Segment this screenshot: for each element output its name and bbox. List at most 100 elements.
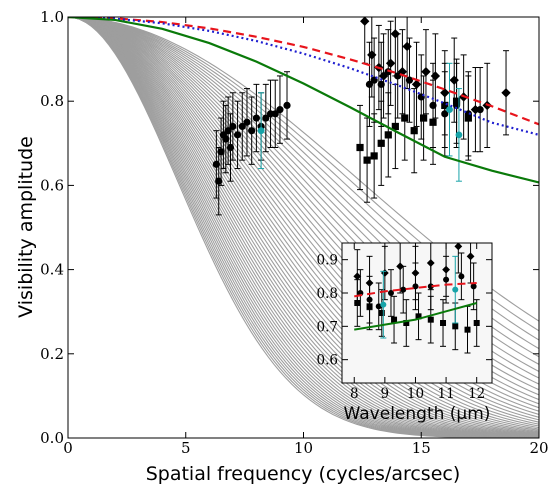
main-y-tick-label: 1.0 [40,8,64,26]
main-point-circle-7 [229,92,237,161]
inset-point-square-6 [427,295,434,344]
main-point-circle-marker [224,127,232,135]
inset-point-square-marker [452,323,459,330]
main-point-cyan-marker [446,106,453,114]
model-curve-37 [68,17,539,438]
model-curve-33 [68,17,539,438]
main-x-tick-label: 15 [412,439,431,457]
inset-point-diamond-1 [365,255,374,311]
inset-point-diamond-5 [426,243,435,291]
inset-point-square-marker [440,320,447,326]
inset-point-circle-0 [357,269,364,317]
inset-y-tick-label: 0.9 [317,253,338,269]
inset-x-tick-label: 8 [350,386,359,402]
inset-point-square-marker [403,320,410,326]
main-point-square-marker [410,127,418,135]
main-point-diamond-4 [385,20,396,106]
main-point-diamond-16 [501,50,511,136]
main-point-circle-marker [248,127,256,135]
inset-point-square-5 [415,292,422,341]
inset-point-diamond-marker [411,269,420,277]
main-point-circle-12 [252,83,260,153]
main-point-cyan-1 [446,62,453,157]
inset-series-line-dashed [354,282,477,298]
main-point-diamond-marker [397,67,408,77]
main-point-diamond-marker [421,67,431,77]
main-point-square-marker [401,114,409,122]
inset-y-tick-label: 0.8 [317,286,338,302]
main-point-diamond-marker [411,79,422,90]
main-point-circle-marker [476,106,484,114]
main-point-circle-marker [276,106,284,114]
model-curve-17 [68,17,539,421]
model-curve-18 [68,17,539,423]
model-curve-30 [68,17,539,437]
inset-x-tick-label: 9 [381,386,390,402]
inset-x-tick-label: 10 [407,386,424,402]
main-point-circle-17 [276,75,284,144]
main-point-diamond-marker [449,75,459,85]
main-point-diamond-8 [411,41,422,127]
main-point-square-marker [464,114,472,122]
main-x-axis-label: Spatial frequency (cycles/arcsec) [146,463,461,485]
inset-x-tick-label: 11 [437,386,454,402]
model-curve-28 [68,17,539,436]
main-point-cyan-0 [257,92,265,170]
main-point-circle-marker [215,177,223,185]
model-curve-38 [68,17,539,438]
main-point-square-marker [429,118,437,126]
main-point-square-marker [363,156,371,164]
main-point-square-12 [464,75,472,161]
inset-point-square-marker [415,313,422,320]
model-curve-25 [68,17,539,433]
model-curve-26 [68,17,539,434]
main-point-circle-marker [405,76,414,84]
main-point-diamond-marker [360,17,370,26]
main-point-diamond-9 [421,29,431,115]
inset-point-diamond-marker [353,272,362,281]
main-y-tick-label: 0.2 [40,345,64,363]
main-point-square-2 [370,113,378,199]
main-y-axis-label: Visibility amplitude [15,136,37,318]
main-x-tick-label: 0 [63,439,73,457]
main-point-circle-14 [262,83,270,153]
inset-point-square-marker [473,320,480,326]
inset-point-circle-2 [375,282,382,331]
model-curve-23 [68,17,539,431]
main-point-circle-marker [283,101,291,110]
inset-point-circle-marker [458,273,465,280]
model-curve-50 [68,17,539,438]
inset-point-square-marker [464,326,471,333]
main-point-diamond-1 [367,17,377,98]
inset-point-cyan-marker [452,286,459,293]
inset-point-square-4 [403,299,410,347]
main-point-circle-8 [233,100,242,170]
main-y-tick-label: 0.6 [40,176,64,194]
model-curve-27 [68,17,539,435]
main-point-diamond-6 [397,29,408,115]
model-curve-31 [68,17,539,437]
inset-point-circle-marker [470,283,477,290]
inset-point-square-marker [378,310,385,316]
main-x-tick-label: 10 [294,439,313,457]
main-point-circle-16 [271,79,279,149]
inset-point-diamond-3 [396,243,405,294]
inset-point-circle-9 [470,262,477,311]
main-y-tick-label: 0.0 [40,429,64,447]
main-chart: 0 5 10 15 20 0.0 0.2 0.4 0.6 0.8 1.0 Spatial frequ… [15,8,549,485]
inset-point-circle-marker [375,303,382,310]
main-point-circle-10 [243,88,251,157]
inset-y-tick-label: 0.6 [317,353,338,369]
model-curve-19 [68,17,539,425]
inset-x-tick-label: 12 [468,386,485,402]
inset-point-diamond-7 [454,243,463,274]
main-point-square-marker [370,152,378,160]
inset-point-diamond-marker [454,243,463,251]
main-point-circle-marker [217,148,225,156]
main-point-circle-5 [224,96,232,165]
main-point-square-0 [356,104,364,191]
main-point-cyan-marker [455,131,463,139]
main-point-diamond-marker [501,88,511,98]
main-point-circle-marker [233,131,242,139]
